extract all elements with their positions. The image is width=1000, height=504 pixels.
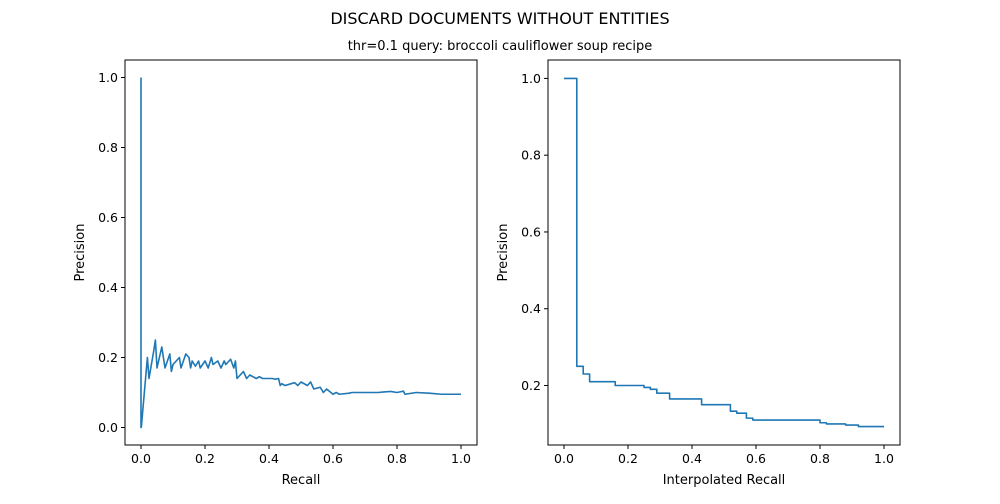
x-tick-label: 0.2	[195, 451, 215, 466]
x-tick-label: 0.6	[746, 451, 766, 466]
y-tick-label: 1.0	[98, 70, 118, 85]
x-tick-label: 0.4	[259, 451, 279, 466]
x-tick-label: 0.2	[618, 451, 638, 466]
y-tick-label: 0.0	[98, 420, 118, 435]
x-tick-label: 1.0	[874, 451, 894, 466]
figure-title: DISCARD DOCUMENTS WITHOUT ENTITIES	[330, 9, 669, 28]
x-axis-label: Recall	[282, 473, 321, 488]
series-line	[564, 77, 884, 428]
y-tick-label: 0.2	[521, 378, 541, 393]
axes-frame	[124, 59, 478, 446]
y-tick-label: 0.4	[98, 280, 118, 295]
y-axis-label: Precision	[73, 223, 88, 281]
x-tick-label: 0.4	[682, 451, 702, 466]
axes-frame	[547, 59, 901, 446]
x-tick-label: 0.0	[554, 451, 574, 466]
x-tick-label: 0.8	[387, 451, 407, 466]
x-tick-label: 0.0	[131, 451, 151, 466]
x-tick-label: 0.6	[323, 451, 343, 466]
series-line	[140, 77, 461, 429]
y-tick-label: 0.8	[521, 148, 541, 163]
y-tick-label: 0.2	[98, 350, 118, 365]
x-tick-label: 0.8	[810, 451, 830, 466]
y-tick-label: 0.8	[98, 140, 118, 155]
x-axis-label: Interpolated Recall	[663, 473, 786, 488]
figure-subtitle: thr=0.1 query: broccoli cauliflower soup…	[348, 39, 653, 54]
y-axis-label: Precision	[496, 223, 511, 281]
y-tick-label: 0.4	[521, 301, 541, 316]
chart-right: 0.0 0.2 0.4 0.6 0.8 1.0 0.2 0.4 0.6 0.8 1.0 Interpo…	[496, 59, 901, 488]
x-tick-label: 1.0	[451, 451, 471, 466]
y-tick-label: 0.6	[98, 210, 118, 225]
y-tick-label: 0.6	[521, 224, 541, 239]
y-tick-label: 1.0	[521, 71, 541, 86]
chart-left: 0.0 0.2 0.4 0.6 0.8 1.0 0.0 0.2 0.4 0.6 0.8 1.0 Reca…	[73, 59, 478, 488]
